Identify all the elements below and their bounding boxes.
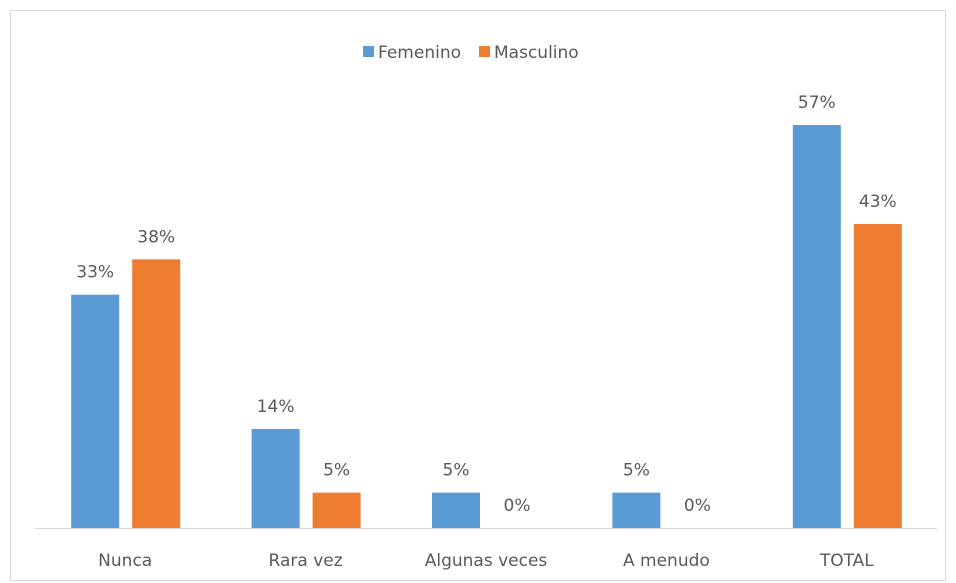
data-label: 57% (798, 93, 836, 113)
legend-swatch (363, 46, 374, 57)
data-label: 5% (443, 461, 470, 481)
x-tick-label: Nunca (98, 551, 152, 571)
legend-swatch (479, 46, 490, 57)
legend-label: Masculino (494, 43, 579, 63)
data-label: 43% (859, 192, 897, 212)
data-label: 5% (623, 461, 650, 481)
data-label: 14% (257, 397, 295, 417)
bar (612, 492, 661, 528)
x-tick-label: Algunas veces (425, 551, 548, 571)
x-tick-label: TOTAL (819, 551, 874, 571)
bar (432, 492, 480, 528)
data-label: 0% (684, 496, 711, 516)
data-label: 0% (504, 496, 531, 516)
data-label: 38% (137, 227, 175, 247)
x-tick-label: Rara vez (269, 551, 343, 571)
bar (853, 223, 902, 528)
legend-label: Femenino (378, 43, 461, 63)
bar (251, 429, 300, 528)
bar (132, 259, 181, 528)
bar (792, 125, 841, 528)
bar (71, 294, 120, 528)
data-label: 33% (76, 263, 114, 283)
bar (312, 492, 361, 528)
data-label: 5% (323, 461, 350, 481)
x-tick-label: A menudo (623, 551, 710, 571)
